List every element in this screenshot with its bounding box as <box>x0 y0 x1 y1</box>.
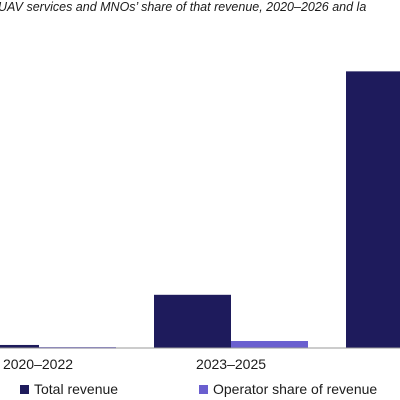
legend-swatch-operator-share <box>199 384 208 394</box>
chart-title: UAV services and MNOs’ share of that rev… <box>0 0 367 14</box>
bar-total-revenue-1 <box>154 294 231 348</box>
bar-total-revenue-0 <box>0 344 39 348</box>
legend-label-total-revenue: Total revenue <box>34 381 119 397</box>
legend-item-total-revenue: Total revenue <box>20 381 118 397</box>
bar-total-revenue-2 <box>346 71 400 349</box>
x-tick-label-0: 2020–2022 <box>3 356 73 372</box>
bars-group <box>0 71 400 349</box>
legend-label-operator-share: Operator share of revenue <box>213 381 378 397</box>
x-tick-label-1: 2023–2025 <box>196 356 266 372</box>
bar-operator-share-1 <box>231 341 308 348</box>
legend-swatch-total-revenue <box>20 384 29 394</box>
legend-item-operator-share: Operator share of revenue <box>199 381 377 397</box>
